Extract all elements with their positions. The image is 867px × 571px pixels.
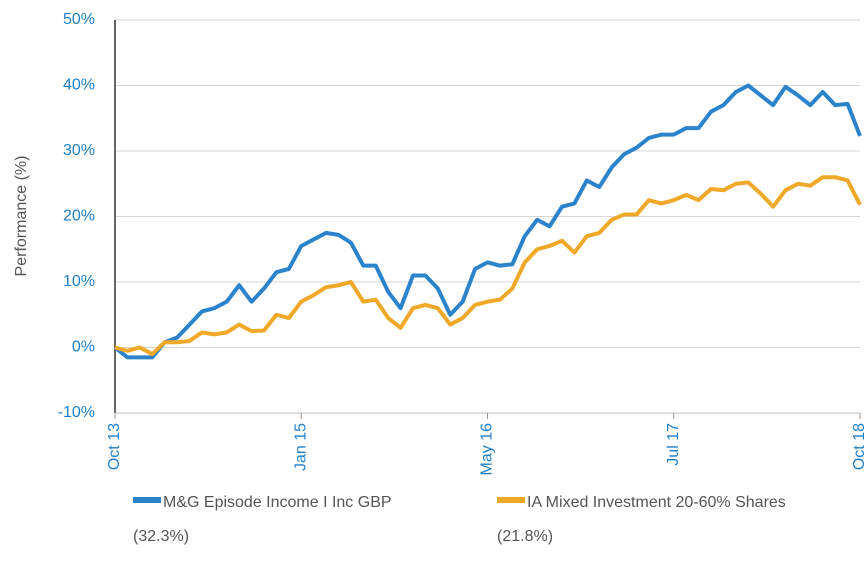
x-tick-label: Oct 13 bbox=[106, 423, 123, 470]
legend-item: M&G Episode Income I Inc GBP (32.3%) bbox=[133, 486, 433, 554]
y-tick-label: -10% bbox=[58, 404, 95, 421]
y-tick-label: 10% bbox=[63, 273, 95, 290]
y-tick-label: 0% bbox=[72, 339, 95, 356]
x-tick-label: Oct 18 bbox=[851, 423, 867, 470]
y-tick-label: 40% bbox=[63, 77, 95, 94]
legend-item: IA Mixed Investment 20-60% Shares (21.8%… bbox=[497, 486, 797, 554]
x-tick-label: May 16 bbox=[479, 423, 496, 476]
series-line bbox=[114, 175, 862, 357]
legend-swatch bbox=[497, 496, 525, 503]
y-tick-label: 50% bbox=[63, 11, 95, 28]
x-tick-label: Jul 17 bbox=[665, 423, 682, 466]
legend-label: IA Mixed Investment 20-60% Shares (21.8%… bbox=[497, 494, 786, 545]
y-tick-label: 20% bbox=[63, 208, 95, 225]
y-tick-label: 30% bbox=[63, 142, 95, 159]
legend-swatch bbox=[133, 496, 161, 503]
series-line bbox=[113, 83, 862, 360]
x-tick-label: Jan 15 bbox=[292, 423, 309, 471]
y-axis-label: Performance (%) bbox=[13, 156, 30, 277]
legend-label: M&G Episode Income I Inc GBP (32.3%) bbox=[133, 494, 392, 545]
